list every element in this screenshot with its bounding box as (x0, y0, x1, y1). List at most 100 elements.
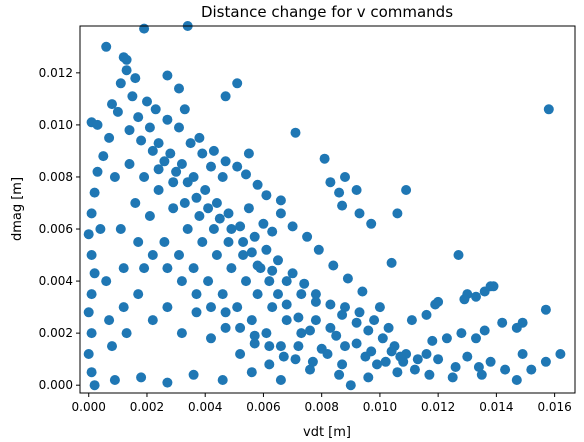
data-point (188, 172, 199, 182)
data-point (188, 369, 199, 380)
y-tick-label: 0.004 (39, 274, 73, 288)
data-point (241, 276, 251, 287)
data-point (281, 299, 292, 310)
data-point (223, 237, 234, 247)
data-point (497, 317, 508, 328)
data-point (136, 372, 147, 383)
data-point (89, 380, 100, 391)
data-point (118, 263, 129, 274)
data-point (511, 375, 522, 385)
data-point (342, 273, 353, 284)
data-point (95, 224, 106, 234)
data-point (238, 250, 249, 260)
data-point (168, 177, 179, 188)
data-point (299, 278, 310, 289)
data-point (351, 185, 362, 195)
data-point (325, 299, 336, 310)
data-point (139, 23, 150, 34)
data-point (377, 333, 388, 344)
data-point (206, 333, 216, 344)
data-point (471, 291, 481, 302)
points-layer (83, 21, 566, 391)
data-point (273, 289, 283, 300)
data-point (471, 333, 481, 344)
data-point (517, 349, 528, 359)
data-point (174, 250, 184, 260)
data-point (153, 185, 164, 195)
data-point (302, 231, 313, 242)
data-point (555, 349, 566, 359)
data-point (456, 328, 467, 339)
data-point (121, 54, 132, 65)
x-tick-label: 0.010 (363, 400, 397, 414)
data-point (130, 198, 141, 208)
data-point (147, 250, 158, 260)
data-point (264, 359, 275, 370)
data-point (83, 229, 94, 240)
data-point (453, 250, 464, 260)
data-point (235, 322, 246, 333)
data-point (386, 257, 397, 268)
data-point (179, 198, 190, 208)
data-point (109, 375, 120, 385)
data-point (340, 302, 350, 313)
data-point (261, 328, 272, 339)
data-point (109, 172, 120, 182)
data-point (217, 172, 228, 182)
data-point (159, 156, 170, 167)
data-point (101, 276, 112, 287)
data-point (220, 156, 231, 167)
data-point (133, 289, 144, 300)
data-point (401, 185, 412, 195)
data-point (86, 250, 97, 260)
data-point (249, 338, 260, 349)
data-point (144, 122, 155, 133)
data-point (194, 211, 205, 221)
data-point (206, 302, 216, 313)
data-point (174, 83, 184, 94)
data-point (328, 260, 339, 271)
data-point (281, 276, 292, 287)
data-point (191, 307, 202, 318)
x-axis-label: vdt [m] (303, 425, 351, 440)
data-point (197, 237, 208, 247)
data-point (238, 237, 249, 247)
x-tick-label: 0.012 (421, 400, 455, 414)
data-point (142, 96, 152, 107)
data-point (165, 148, 176, 159)
data-point (543, 104, 554, 115)
data-point (249, 330, 260, 341)
y-tick-label: 0.000 (39, 378, 73, 392)
data-point (124, 125, 135, 136)
data-point (252, 179, 263, 190)
data-point (366, 218, 377, 229)
data-point (243, 203, 254, 214)
data-point (389, 341, 400, 352)
data-point (130, 73, 141, 84)
data-point (313, 244, 324, 255)
data-point (179, 104, 190, 115)
data-point (287, 221, 298, 232)
data-point (217, 289, 228, 300)
data-point (363, 325, 374, 336)
data-point (392, 367, 403, 378)
x-tick-label: 0.008 (304, 400, 338, 414)
data-point (118, 302, 129, 313)
data-point (267, 226, 278, 237)
data-point (104, 315, 115, 326)
data-point (479, 325, 490, 336)
data-point (337, 309, 348, 320)
data-point (275, 195, 286, 206)
data-point (325, 177, 336, 188)
data-point (340, 172, 350, 182)
data-point (86, 289, 97, 300)
data-point (267, 265, 278, 276)
data-point (83, 307, 94, 318)
data-point (296, 289, 307, 300)
data-point (92, 119, 103, 130)
data-point (232, 302, 243, 313)
data-point (331, 330, 342, 341)
data-point (150, 104, 161, 115)
data-point (441, 333, 452, 344)
data-point (147, 315, 158, 326)
